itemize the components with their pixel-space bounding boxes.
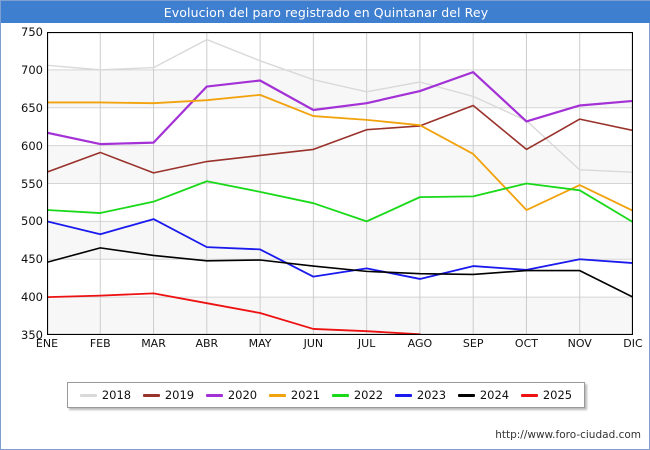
y-tick-label: 650 (21, 100, 43, 115)
legend-item-label: 2021 (290, 388, 321, 402)
x-tick-label: ABR (195, 337, 219, 350)
legend-item-label: 2019 (164, 388, 195, 402)
series-line-2025 (47, 292, 421, 335)
plot-band (47, 221, 633, 260)
plot-frame (47, 32, 633, 335)
plot-canvas (47, 32, 633, 335)
x-tick-label: ENE (35, 337, 59, 350)
legend-item-label: 2023 (416, 388, 447, 402)
y-tick-label: 550 (21, 176, 43, 191)
y-tick-label: 450 (21, 252, 43, 267)
y-tick-label: 700 (21, 62, 43, 77)
series-line-2018 (47, 38, 633, 173)
x-tick-label: FEB (89, 337, 111, 350)
x-tick-label: JUL (357, 337, 376, 350)
legend-swatch-icon (268, 393, 286, 397)
plot-band (47, 145, 633, 184)
legend-swatch-icon (79, 393, 97, 397)
legend-swatch-icon (520, 393, 538, 397)
legend-item[interactable]: 2018 (79, 388, 132, 402)
legend-item[interactable]: 2025 (520, 388, 573, 402)
series-line-2020 (47, 71, 633, 146)
y-tick-label: 500 (21, 214, 43, 229)
legend-swatch-icon (205, 393, 223, 397)
series-line-2021 (47, 93, 633, 212)
legend-swatch-icon (331, 393, 349, 397)
plot-band (47, 297, 633, 335)
legend-item[interactable]: 2019 (142, 388, 195, 402)
x-tick-label: JUN (303, 337, 324, 350)
window-title-bar: Evolucion del paro registrado en Quintan… (1, 1, 650, 23)
legend-item[interactable]: 2020 (205, 388, 258, 402)
x-axis-labels: ENE FEB MAR ABR MAY JUN JUL AGO SEP OCT NOV DIC (36, 337, 643, 357)
x-tick-label: AGO (407, 337, 433, 350)
source-url: http://www.foro-ciudad.com (495, 429, 641, 441)
y-tick-label: 600 (21, 138, 43, 153)
x-tick-label: SEP (462, 337, 484, 350)
legend-swatch-icon (457, 393, 475, 397)
legend-item[interactable]: 2021 (268, 388, 321, 402)
x-tick-label: DIC (623, 337, 643, 350)
legend-item[interactable]: 2022 (331, 388, 384, 402)
y-tick-label: 350 (21, 328, 43, 342)
series-line-2022 (47, 180, 633, 224)
y-axis-labels: 350 400 450 500 550 600 650 700 750 (1, 25, 47, 342)
legend-item-label: 2022 (353, 388, 384, 402)
line-chart (47, 32, 633, 335)
legend-item[interactable]: 2024 (457, 388, 510, 402)
legend-item[interactable]: 2023 (394, 388, 447, 402)
legend-item-label: 2025 (542, 388, 573, 402)
legend-item-label: 2020 (227, 388, 258, 402)
page-title: Evolucion del paro registrado en Quintan… (163, 4, 489, 20)
series-line-2023 (47, 218, 633, 280)
legend-item-label: 2018 (101, 388, 132, 402)
x-tick-label: NOV (567, 337, 592, 350)
chart-legend: 2018 2019 2020 2021 2022 2023 2024 2025 (67, 382, 585, 408)
y-tick-label: 750 (21, 25, 43, 39)
y-tick-label: 400 (21, 290, 43, 305)
plot-area (47, 32, 633, 335)
legend-swatch-icon (394, 393, 412, 397)
series-line-2019 (47, 104, 633, 174)
legend-item-label: 2024 (479, 388, 510, 402)
x-tick-label: MAY (248, 337, 272, 350)
series-line-2024 (47, 247, 633, 298)
x-tick-label: OCT (514, 337, 538, 350)
legend-swatch-icon (142, 393, 160, 397)
plot-band (47, 69, 633, 108)
x-tick-label: MAR (141, 337, 166, 350)
